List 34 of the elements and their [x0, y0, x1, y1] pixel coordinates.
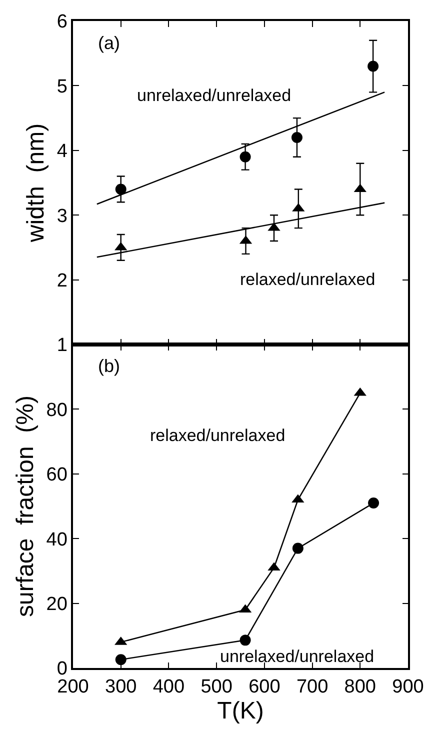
- point: [292, 542, 304, 554]
- y-tick-label: 60: [46, 464, 68, 486]
- point: [115, 184, 126, 195]
- x-tick-label: 800: [344, 676, 376, 698]
- annotation: unrelaxed/unrelaxed: [137, 86, 292, 105]
- y-axis-title: surface fraction (%): [12, 396, 39, 617]
- point: [368, 60, 379, 72]
- x-tick-label: 500: [200, 676, 232, 698]
- annotation: unrelaxed/unrelaxed: [220, 647, 374, 666]
- point: [240, 634, 251, 646]
- annotation: (b): [98, 356, 120, 376]
- x-tick-label: 900: [392, 676, 424, 698]
- x-tick-label: 600: [248, 676, 280, 698]
- y-tick-label: 2: [56, 270, 68, 292]
- point: [115, 654, 126, 666]
- annotation: (a): [98, 33, 120, 53]
- y-tick-label: 80: [46, 400, 68, 421]
- y-tick-label: 6: [56, 12, 68, 33]
- point: [240, 151, 251, 162]
- x-tick-label: 700: [296, 676, 328, 698]
- y-axis-title: width (nm): [22, 123, 50, 244]
- annotation: relaxed/unrelaxed: [240, 270, 376, 289]
- y-tick-label: 3: [56, 206, 68, 227]
- y-tick-label: 5: [56, 76, 68, 98]
- x-tick-label: 400: [152, 676, 185, 698]
- x-tick-label: 300: [105, 676, 137, 698]
- y-tick-label: 40: [46, 529, 68, 550]
- y-tick-label: 20: [46, 594, 68, 615]
- x-axis-title: T(K): [217, 698, 264, 725]
- point: [291, 132, 302, 143]
- point: [368, 498, 380, 509]
- y-tick-label: 4: [56, 141, 68, 162]
- y-tick-label: 1: [56, 335, 68, 356]
- annotation: relaxed/unrelaxed: [150, 426, 286, 445]
